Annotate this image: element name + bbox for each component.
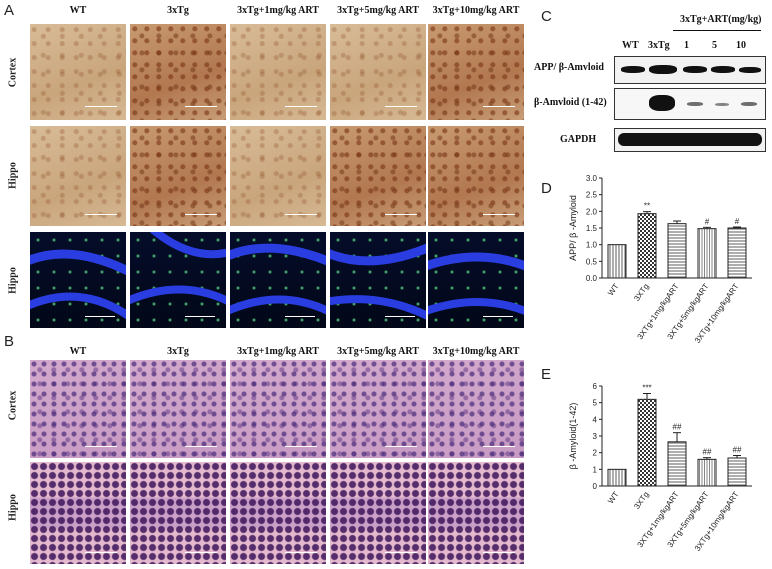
micrograph-a-hippo-10mg	[428, 126, 524, 226]
col-header-3xtg: 3xTg	[167, 5, 189, 16]
panel-label-a: A	[4, 2, 15, 19]
he-b-cortex-1mg	[230, 360, 326, 458]
chart-d-ytick-label: 0.0	[586, 274, 598, 283]
chart-e-bar	[697, 458, 717, 487]
fluorescence-a-hippo-5mg	[330, 232, 426, 328]
chart-d-ylabel: APP/ β -Amyloid	[568, 195, 578, 261]
row-label-a-hippo: Hippo	[7, 162, 19, 189]
chart-e-bar	[727, 457, 747, 487]
chart-d-ytick-label: 0.5	[586, 257, 598, 266]
wb-blot-gapdh	[614, 128, 766, 152]
chart-e-bar	[607, 468, 627, 487]
micrograph-a-hippo-wt	[30, 126, 126, 226]
he-b-cortex-10mg	[428, 360, 524, 458]
micrograph-a-cortex-5mg	[330, 24, 426, 120]
chart-d-ytick-label: 1.0	[586, 241, 598, 250]
wb-lane-wt: WT	[622, 40, 639, 51]
he-b-hippo-3xtg	[130, 462, 226, 564]
wb-label-app: APP/ β-Amvloid	[534, 62, 604, 73]
wb-group-label: 3xTg+ART(mg/kg)	[680, 14, 762, 25]
he-b-hippo-wt	[30, 462, 126, 564]
panel-label-c: C	[541, 8, 552, 25]
chart-e-significance: ##	[703, 448, 712, 457]
panel-label-b: B	[4, 333, 15, 350]
row-label-b-cortex: Cortex	[7, 390, 19, 421]
chart-d-significance: **	[644, 202, 650, 211]
chart-d-bar	[607, 244, 627, 279]
chart-d-bar	[667, 223, 687, 279]
wb-blot-app	[614, 56, 766, 84]
row-label-b-hippo: Hippo	[7, 494, 19, 521]
chart-e-ylabel: β -Amyloid(1-42)	[568, 403, 578, 470]
chart-e-category-label: 3XTg	[632, 490, 650, 511]
chart-e-significance: ***	[642, 384, 651, 393]
chart-d-significance: #	[705, 217, 710, 226]
wb-lane-5: 5	[712, 40, 717, 51]
chart-e-ytick-label: 3	[593, 432, 598, 441]
fluorescence-a-hippo-1mg	[230, 232, 326, 328]
chart-e-bar	[667, 441, 687, 487]
micrograph-a-hippo-1mg	[230, 126, 326, 226]
he-b-hippo-1mg	[230, 462, 326, 564]
he-b-cortex-3xtg	[130, 360, 226, 458]
wb-lane-3xtg: 3xTg	[648, 40, 670, 51]
chart-e-ytick-label: 6	[593, 382, 598, 391]
fluorescence-a-hippo-3xtg	[130, 232, 226, 328]
chart-e-ytick-label: 5	[593, 399, 598, 408]
chart-e-significance: ##	[733, 446, 742, 455]
col-header-b-3xtg: 3xTg	[167, 346, 189, 357]
chart-e-ytick-label: 0	[593, 482, 598, 491]
chart-d-ytick-label: 3.0	[586, 174, 598, 183]
chart-e-bar	[637, 398, 657, 487]
row-label-a-cortex: Cortex	[7, 57, 19, 88]
col-header-1mg: 3xTg+1mg/kg ART	[237, 5, 319, 16]
panel-label-e: E	[541, 366, 552, 383]
micrograph-a-cortex-1mg	[230, 24, 326, 120]
chart-d-ytick-label: 1.5	[586, 224, 598, 233]
col-header-b-1mg: 3xTg+1mg/kg ART	[237, 346, 319, 357]
he-b-hippo-5mg	[330, 462, 426, 564]
row-label-a-hippo-fluo: Hippo	[7, 267, 19, 294]
chart-e-significance: ##	[673, 423, 682, 432]
chart-d-bar	[727, 227, 747, 279]
chart-d: 0.0 0.5 1.0 1.5 2.0 2.5 3.0 APP/ β -Amyloid WT **…	[568, 174, 752, 345]
col-header-b-10mg: 3xTg+10mg/kg ART	[432, 346, 520, 357]
chart-d-category-label: WT	[606, 282, 621, 297]
chart-e-ytick-label: 1	[593, 465, 598, 474]
he-b-hippo-10mg	[428, 462, 524, 564]
chart-d-category-label: 3XTg	[632, 282, 650, 303]
micrograph-a-cortex-3xtg	[130, 24, 226, 120]
chart-d-bar	[697, 228, 717, 279]
chart-e-ytick-label: 2	[593, 449, 598, 458]
fluorescence-a-hippo-10mg	[428, 232, 524, 328]
chart-d-bar	[637, 213, 657, 279]
panel-label-d: D	[541, 180, 552, 197]
col-header-10mg: 3xTg+10mg/kg ART	[432, 5, 520, 16]
wb-lane-10: 10	[736, 40, 746, 51]
micrograph-a-hippo-3xtg	[130, 126, 226, 226]
fluorescence-a-hippo-wt	[30, 232, 126, 328]
wb-group-bracket	[673, 30, 761, 31]
micrograph-a-cortex-wt	[30, 24, 126, 120]
chart-e-ytick-label: 4	[593, 415, 598, 424]
chart-d-ytick-label: 2.5	[586, 191, 598, 200]
col-header-b-wt: WT	[69, 346, 87, 357]
wb-lane-1: 1	[684, 40, 689, 51]
chart-d-ytick-label: 2.0	[586, 207, 598, 216]
col-header-b-5mg: 3xTg+5mg/kg ART	[337, 346, 419, 357]
he-b-cortex-5mg	[330, 360, 426, 458]
he-b-cortex-wt	[30, 360, 126, 458]
wb-blot-abeta	[614, 88, 766, 120]
wb-label-abeta: β-Amvloid (1-42)	[534, 97, 607, 108]
wb-label-gapdh: GAPDH	[560, 134, 597, 145]
chart-d-significance: #	[735, 217, 740, 226]
micrograph-a-hippo-5mg	[330, 126, 426, 226]
micrograph-a-cortex-10mg	[428, 24, 524, 120]
col-header-5mg: 3xTg+5mg/kg ART	[337, 5, 419, 16]
chart-e-category-label: WT	[606, 490, 621, 505]
col-header-wt: WT	[69, 5, 87, 16]
